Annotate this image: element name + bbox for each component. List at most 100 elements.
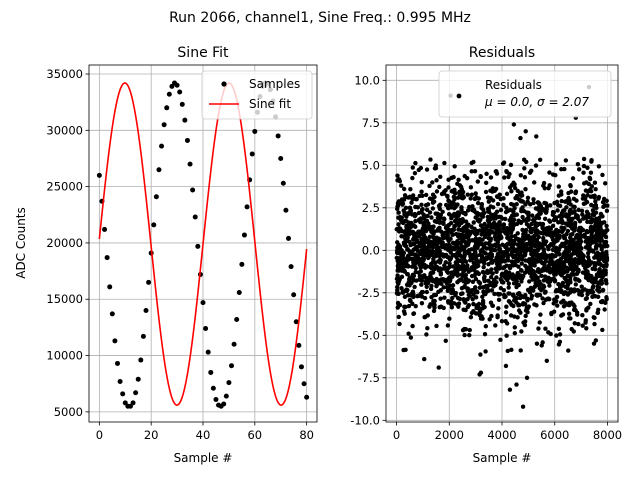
residual-point xyxy=(501,223,506,228)
residual-point xyxy=(414,278,419,283)
residual-point xyxy=(457,189,462,194)
residual-point xyxy=(472,238,477,243)
residual-point xyxy=(516,302,521,307)
residual-point xyxy=(431,308,437,314)
residual-point xyxy=(537,202,542,208)
residual-point xyxy=(495,313,500,318)
residual-point xyxy=(529,221,534,227)
residual-point xyxy=(419,294,425,299)
residual-point xyxy=(559,198,564,204)
sample-point xyxy=(133,390,139,396)
residual-point xyxy=(455,210,461,215)
residual-point xyxy=(411,294,416,300)
residual-point xyxy=(574,198,579,203)
residual-point xyxy=(464,224,470,229)
residual-point xyxy=(518,173,523,178)
residual-point xyxy=(604,223,609,229)
residual-point xyxy=(557,332,563,337)
residual-point xyxy=(453,292,458,298)
residual-point xyxy=(475,270,480,275)
residual-point xyxy=(396,210,401,215)
residual-point xyxy=(506,270,512,275)
residual-point xyxy=(401,347,406,353)
residual-point xyxy=(423,203,429,208)
residual-point xyxy=(477,285,482,290)
residual-point xyxy=(507,185,513,190)
residual-point xyxy=(537,157,543,162)
residual-point xyxy=(581,163,587,169)
residual-point xyxy=(423,235,428,240)
residual-point xyxy=(492,291,497,297)
sample-point xyxy=(192,214,198,220)
x-tick-label: 20 xyxy=(144,428,159,442)
sample-point xyxy=(275,133,281,139)
residual-point xyxy=(443,338,448,343)
residual-point xyxy=(603,181,608,186)
residual-point xyxy=(486,241,492,246)
residual-point xyxy=(483,234,488,240)
sine-fit-legend-box xyxy=(201,70,313,120)
sample-point xyxy=(102,226,108,232)
sample-point xyxy=(153,194,159,200)
residual-point xyxy=(527,170,533,175)
residual-point xyxy=(546,330,551,335)
residual-point xyxy=(461,307,466,312)
residual-point xyxy=(509,219,515,225)
residual-point xyxy=(488,300,494,305)
residual-point xyxy=(443,225,449,231)
residual-point xyxy=(413,303,418,309)
residual-point xyxy=(542,230,547,236)
residual-point xyxy=(439,281,444,286)
residual-point xyxy=(590,227,596,233)
residual-point xyxy=(529,235,535,240)
residual-point xyxy=(501,292,507,298)
residual-point xyxy=(543,256,548,262)
residual-point xyxy=(445,193,450,199)
residual-point xyxy=(510,208,515,213)
residual-point xyxy=(456,177,461,183)
residual-point xyxy=(468,315,474,320)
residual-outlier-point xyxy=(523,129,528,134)
residual-point xyxy=(475,200,481,206)
residual-point xyxy=(590,208,596,213)
residual-point xyxy=(554,294,560,300)
residual-point xyxy=(551,263,556,268)
residual-point xyxy=(516,197,522,202)
residual-point xyxy=(512,298,517,303)
residual-point xyxy=(496,297,502,303)
residual-point xyxy=(576,167,582,172)
residual-point xyxy=(559,313,564,318)
residual-point xyxy=(430,192,436,197)
y-tick-label: 2.5 xyxy=(362,201,380,215)
residual-point xyxy=(523,308,529,313)
residual-point xyxy=(470,207,475,213)
residual-point xyxy=(564,302,570,307)
residual-point xyxy=(504,191,510,197)
residual-point xyxy=(528,238,533,244)
residual-point xyxy=(442,160,447,166)
residual-point xyxy=(542,290,548,295)
residual-point xyxy=(434,323,439,329)
residual-point xyxy=(512,185,518,191)
sample-point xyxy=(210,385,216,391)
residual-point xyxy=(498,337,503,343)
sample-point xyxy=(184,137,190,143)
legend-samples-marker xyxy=(221,81,227,87)
residual-point xyxy=(410,197,415,202)
residual-point xyxy=(457,248,462,253)
residual-point xyxy=(489,313,494,319)
residual-point xyxy=(412,236,417,241)
residual-point xyxy=(434,189,440,194)
residual-point xyxy=(420,193,425,198)
residual-point xyxy=(467,204,472,210)
residual-point xyxy=(586,305,591,310)
residual-point xyxy=(589,184,595,189)
residual-point xyxy=(506,298,512,304)
residual-point xyxy=(522,166,527,171)
residual-point xyxy=(476,240,482,246)
residual-point xyxy=(458,184,464,189)
residual-point xyxy=(593,244,599,249)
residual-point xyxy=(413,160,418,166)
residual-point xyxy=(406,331,411,336)
residual-point xyxy=(593,187,598,192)
